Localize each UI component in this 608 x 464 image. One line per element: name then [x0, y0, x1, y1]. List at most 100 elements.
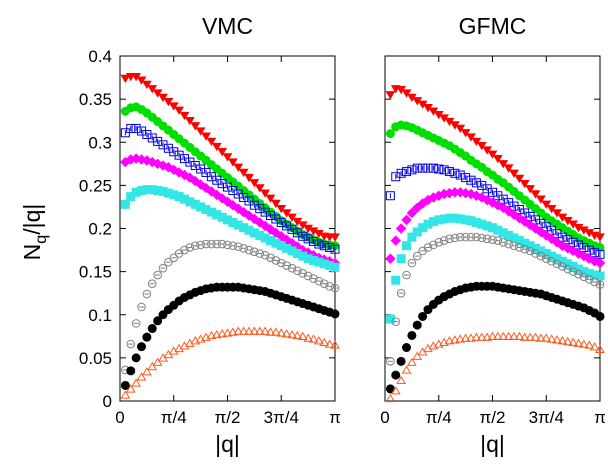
series-black-circle: [120, 282, 340, 390]
data-point: [589, 342, 600, 351]
series-blue-square-errorbar: [120, 123, 340, 254]
data-point: [536, 251, 546, 261]
data-point: [546, 204, 557, 214]
data-point: [330, 309, 340, 319]
x-tick-label: π/4: [426, 408, 452, 427]
data-point: [412, 351, 423, 360]
data-point: [504, 239, 513, 249]
data-point: [271, 327, 281, 336]
data-point: [476, 332, 487, 341]
data-point: [228, 186, 238, 196]
x-tick-label: π: [594, 408, 606, 427]
series-black-circle: [385, 281, 605, 394]
data-point: [568, 337, 578, 347]
data-point: [396, 375, 406, 384]
data-point: [402, 343, 412, 353]
data-point: [169, 147, 179, 157]
data-point: [487, 331, 498, 341]
data-point: [164, 257, 173, 267]
data-point: [238, 168, 249, 178]
data-point: [233, 163, 244, 172]
data-point: [407, 258, 417, 268]
data-point: [223, 182, 233, 192]
data-point: [254, 184, 265, 193]
data-point: [401, 89, 412, 98]
data-point: [407, 232, 417, 242]
data-point: [131, 319, 141, 328]
data-point: [434, 164, 444, 174]
data-point: [514, 174, 525, 184]
data-point: [292, 228, 302, 238]
data-point: [595, 233, 605, 242]
y-tick-label: 0.35: [79, 90, 112, 109]
x-axis-label: |q|: [480, 431, 505, 457]
data-point: [217, 239, 227, 249]
data-point: [142, 367, 152, 376]
data-point: [168, 102, 179, 111]
data-point: [460, 333, 471, 342]
data-point: [390, 386, 401, 395]
data-point: [158, 140, 168, 150]
data-point: [525, 185, 536, 194]
data-point: [455, 170, 465, 180]
x-tick-label: π/4: [161, 408, 187, 427]
data-point: [136, 76, 147, 85]
data-point: [515, 243, 524, 252]
data-point: [217, 148, 228, 157]
data-point: [201, 132, 211, 141]
data-point: [319, 337, 330, 347]
data-point: [254, 326, 265, 335]
data-point: [303, 271, 313, 281]
data-point: [482, 234, 492, 244]
panel-gfmc: 0 π/4 π/2 3π/4 π GFMC |q|: [380, 13, 606, 457]
series-orange-triangle-up: [120, 326, 340, 399]
y-tick-label: 0.4: [88, 47, 112, 66]
data-point: [126, 123, 136, 133]
data-point: [147, 279, 157, 289]
data-point: [169, 253, 179, 263]
data-point: [579, 339, 589, 348]
data-point: [584, 275, 594, 284]
data-point: [330, 262, 340, 272]
data-point: [158, 93, 168, 102]
data-point: [233, 242, 243, 251]
data-point: [244, 173, 254, 183]
data-point: [423, 163, 433, 173]
y-tick-label: 0.05: [79, 349, 112, 368]
data-point: [158, 263, 168, 273]
data-point: [174, 150, 184, 160]
data-point: [595, 271, 605, 281]
data-point: [385, 393, 396, 403]
series-green-circle: [385, 120, 605, 252]
data-point: [493, 191, 503, 201]
data-point: [211, 330, 222, 339]
data-point: [547, 256, 556, 266]
data-point: [423, 305, 433, 315]
data-point: [391, 172, 401, 182]
data-point: [233, 326, 244, 335]
data-point: [471, 332, 482, 341]
data-point: [239, 244, 248, 253]
data-point: [418, 163, 428, 173]
data-point: [319, 241, 329, 251]
y-tick-label: 0: [103, 392, 112, 411]
data-point: [190, 122, 201, 131]
data-point: [265, 211, 275, 221]
data-point: [391, 370, 401, 380]
data-point: [330, 283, 340, 293]
data-point: [287, 213, 297, 222]
data-point: [255, 204, 265, 214]
data-point: [147, 133, 157, 143]
data-point: [276, 328, 287, 337]
data-point: [163, 143, 173, 153]
x-tick-label: 3π/4: [264, 408, 299, 427]
y-tick-label: 0.3: [88, 133, 112, 152]
data-point: [179, 111, 190, 121]
x-tick-label: π: [329, 408, 341, 427]
data-point: [298, 231, 308, 241]
data-point: [488, 187, 498, 197]
x-tick-label: 0: [380, 408, 389, 427]
data-point: [503, 164, 514, 173]
data-point: [477, 233, 487, 243]
data-point: [223, 240, 232, 250]
